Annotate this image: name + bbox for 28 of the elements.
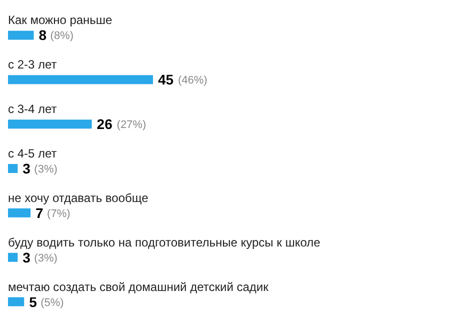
bar	[8, 208, 31, 218]
bar	[8, 297, 24, 306]
y-tick-label: с 2-3 лет	[8, 58, 58, 72]
y-tick-label: с 3-4 лет	[8, 102, 58, 116]
bar	[8, 120, 92, 129]
annotation: (7%)	[47, 208, 70, 220]
annotation: (5%)	[40, 296, 64, 309]
bar	[8, 252, 18, 262]
data-label: 3	[22, 160, 31, 176]
data-label: 5	[29, 294, 38, 310]
y-tick-label: буду водить только на подготовительные курсы к школе	[8, 235, 321, 250]
annotation: (3%)	[34, 252, 58, 264]
y-tick-label: не хочу отдавать вообще	[8, 190, 149, 205]
annotation: (27%)	[116, 119, 146, 132]
data-label: 26	[96, 116, 113, 132]
bar	[8, 164, 18, 173]
y-tick-label: мечтаю создать свой домашний детский садик	[8, 280, 270, 294]
bar	[8, 30, 34, 40]
bar	[8, 75, 153, 84]
data-label: 8	[38, 27, 47, 44]
data-label: 45	[158, 72, 174, 88]
annotation: (8%)	[50, 30, 74, 42]
y-tick-label: Как можно раньше	[8, 13, 113, 28]
annotation: (46%)	[178, 74, 208, 87]
y-tick-label: с 4-5 лет	[8, 146, 58, 160]
data-label: 7	[36, 204, 44, 221]
annotation: (3%)	[34, 164, 58, 176]
data-label: 3	[22, 249, 31, 266]
